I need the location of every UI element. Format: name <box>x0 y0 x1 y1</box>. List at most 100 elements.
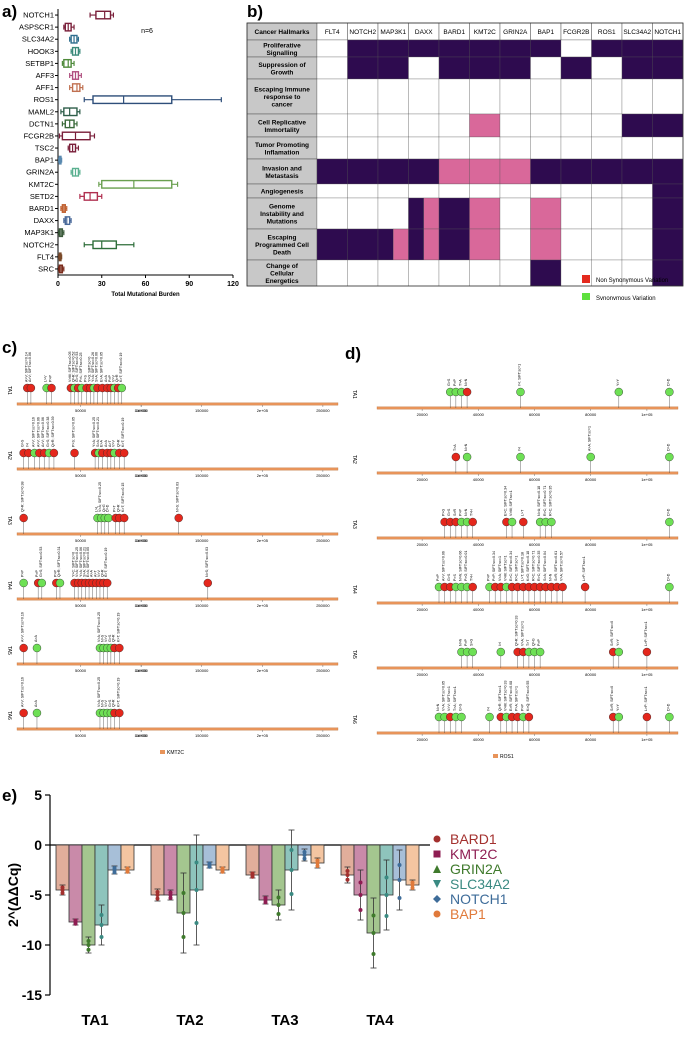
data-point <box>371 913 376 918</box>
mutation-label: E>A; SIFT:sc=0.05 <box>86 547 90 577</box>
mutation-label: Q>R <box>101 569 105 577</box>
heat-cell <box>316 228 348 261</box>
track-tick-label: 80000 <box>585 737 597 742</box>
row-label: Proliferative Signalling <box>263 42 301 57</box>
data-point <box>315 864 320 868</box>
data-point <box>302 850 307 854</box>
mutation-label: P>P <box>49 375 53 382</box>
track-tick-label: 80000 <box>585 412 597 417</box>
mutation-label: N>N <box>458 638 462 646</box>
mutation-label: N>N <box>464 378 468 386</box>
x-tick-label: 30 <box>98 281 106 288</box>
gene-label-notch1: NOTCH1 <box>23 11 54 20</box>
n-annotation: n=6 <box>141 28 153 35</box>
heat-cell <box>408 228 424 261</box>
row-header-cell <box>246 228 318 261</box>
row-label-line: Change of <box>266 263 299 270</box>
heat-cell <box>316 113 348 138</box>
heat-cell <box>316 56 348 80</box>
track-name: TA3 <box>6 516 12 525</box>
track-name: TA6 <box>351 715 357 724</box>
mutation-label: A>A <box>90 570 94 577</box>
mutation-label: Q>R <box>116 439 120 447</box>
heat-cell <box>469 228 501 261</box>
row-label-line: Programmed Cell <box>255 242 309 249</box>
track-name: TA1 <box>6 386 12 395</box>
track-tick-label: 250000 <box>316 473 330 478</box>
mutation-label: Y>A; SIFT:sc=0.26 <box>91 352 95 382</box>
box-setd2 <box>83 191 99 201</box>
heat-cell <box>530 259 562 287</box>
track-tick-label: 100000 <box>134 408 148 413</box>
heat-cell <box>530 197 562 230</box>
heat-cell <box>530 183 562 199</box>
row-label: Change of Cellular Energetics <box>265 263 299 285</box>
mutation-label: N>S; SIFT:sc=0.03 <box>176 482 180 512</box>
mutation-dot <box>26 383 36 393</box>
y-tick-label: -10 <box>22 937 42 953</box>
mutation-label: G>S <box>21 439 25 447</box>
heat-cell <box>377 39 409 58</box>
mutation-dot <box>19 513 28 523</box>
heat-cell <box>652 113 684 138</box>
data-point <box>410 886 415 890</box>
heat-cell <box>499 78 531 115</box>
mutation-label: K>T; SIFT:sc=0.19 <box>104 548 108 577</box>
data-point <box>276 895 281 900</box>
track-tick-label: 1e+05 <box>136 538 148 543</box>
category-label: TA4 <box>366 1012 394 1029</box>
mutation-label: P>P <box>487 574 491 581</box>
mutation-label: G>S <box>447 378 451 386</box>
heat-cell <box>347 113 379 138</box>
legend-label-kmt2c: KMT2C <box>450 846 497 862</box>
track-tick-label: 20000 <box>417 672 429 677</box>
heat-cell <box>499 183 531 199</box>
mutation-label: Y>Y <box>616 379 620 386</box>
mutation-label: K>D; SIFT:sc=0.18 <box>526 551 530 581</box>
data-point <box>345 877 350 882</box>
gene-legend-swatch <box>160 750 165 754</box>
heat-cell <box>591 56 623 80</box>
track-tick-label: 20000 <box>417 542 429 547</box>
mutation-dot <box>37 578 47 588</box>
mutation-label: Q>G <box>102 504 106 512</box>
data-point <box>155 896 160 901</box>
row-label: Escaping Immune response to cancer <box>254 87 310 109</box>
mutation-label: K>Q; SIFT:sc=0.55 <box>526 681 530 711</box>
data-point <box>194 921 199 925</box>
row-label-line: Angiogenesis <box>261 189 304 196</box>
heat-cell <box>377 259 409 287</box>
track-tick-label: 2e+05 <box>257 473 269 478</box>
mutation-label: N>A; SIFT:sc=0.18 <box>537 486 541 516</box>
heat-cell <box>652 259 684 287</box>
mutation-label: K>T; SIFT:sc=0.19 <box>116 613 120 642</box>
mutation-label: N>S; SIFT:sc=0.03 <box>205 547 209 577</box>
mutation-label: K>T; SIFT:sc=0.15 <box>121 483 125 512</box>
col-header-slc34a2: SLC34A2 <box>623 29 651 36</box>
data-point <box>194 860 199 865</box>
mutation-dot <box>496 647 506 657</box>
gene-label-daxx: DAXX <box>34 216 54 225</box>
track-tick-label: 60000 <box>529 607 541 612</box>
col-header-bap1: BAP1 <box>537 29 554 36</box>
col-header-bard1: BARD1 <box>443 29 465 36</box>
mutation-dot <box>516 387 525 397</box>
heat-cell <box>438 113 470 138</box>
heat-cell <box>469 158 501 185</box>
mutation-label: V>A; SIFT:sc=0.25 <box>97 612 101 642</box>
col-header-notch1: NOTCH1 <box>654 29 681 36</box>
track-tick-label: 1e+05 <box>641 477 653 482</box>
heat-cell <box>469 183 501 199</box>
data-point <box>86 939 91 943</box>
heat-cell <box>438 158 470 185</box>
mutation-label: D>D <box>105 504 109 512</box>
data-point <box>99 913 104 917</box>
data-point <box>289 892 294 896</box>
corner-label: Cancer Hallmarks <box>255 29 310 36</box>
heat-cell <box>438 228 470 261</box>
mutation-dot <box>119 448 129 458</box>
mutation-dot <box>451 452 461 462</box>
mutation-label: A>V; SIFT:sc=0.14 <box>24 352 28 382</box>
mutation-dot <box>468 517 477 527</box>
